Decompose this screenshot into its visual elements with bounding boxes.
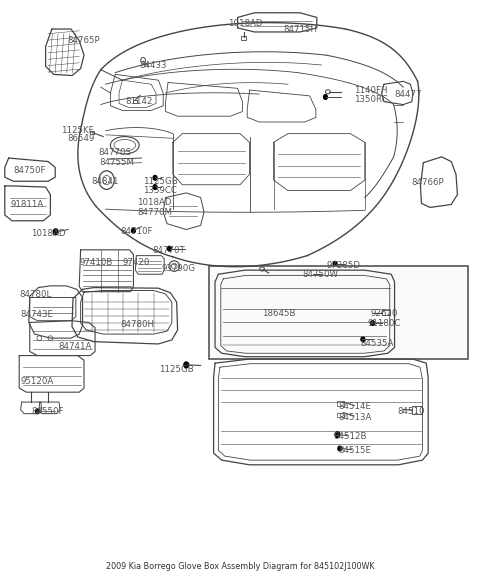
Text: 84841: 84841 (91, 177, 119, 186)
Text: 84743E: 84743E (20, 310, 53, 320)
Text: 1125GB: 1125GB (143, 177, 178, 186)
Text: 91811A: 91811A (11, 200, 44, 209)
Circle shape (132, 228, 135, 233)
Text: 84780H: 84780H (121, 320, 155, 329)
Text: 84766P: 84766P (412, 178, 444, 187)
Bar (412, 406, 422, 414)
Circle shape (153, 175, 157, 180)
Text: 1350RC: 1350RC (354, 95, 388, 104)
Circle shape (168, 246, 171, 251)
Text: 91180C: 91180C (367, 318, 401, 328)
Text: 1018AD: 1018AD (31, 229, 65, 238)
Text: 97410B: 97410B (79, 257, 113, 267)
Circle shape (361, 337, 365, 342)
Text: 84780L: 84780L (19, 290, 51, 299)
Text: 86549: 86549 (67, 134, 95, 143)
Circle shape (371, 321, 374, 325)
Text: 1339CC: 1339CC (144, 186, 177, 195)
Circle shape (53, 229, 58, 235)
Text: 18645B: 18645B (262, 309, 295, 318)
Text: 1125GB: 1125GB (159, 365, 194, 374)
Text: 84535A: 84535A (360, 339, 394, 349)
Text: 1140FH: 1140FH (354, 85, 388, 95)
Text: 84513A: 84513A (338, 413, 372, 422)
Bar (241, 36, 246, 40)
Bar (133, 100, 137, 103)
FancyBboxPatch shape (209, 266, 468, 359)
Text: 92620: 92620 (370, 309, 398, 318)
Bar (90, 131, 94, 134)
Text: 84515E: 84515E (339, 446, 372, 456)
Circle shape (333, 261, 337, 266)
Text: 84510: 84510 (397, 407, 425, 417)
Text: 95120A: 95120A (20, 376, 54, 386)
Circle shape (153, 185, 157, 189)
Text: 1018AD: 1018AD (228, 19, 262, 28)
Circle shape (310, 272, 314, 277)
Text: 84477: 84477 (395, 90, 422, 99)
Text: 84550F: 84550F (32, 407, 64, 416)
Bar (337, 401, 344, 406)
Text: 1125KF: 1125KF (61, 125, 94, 135)
Circle shape (335, 432, 340, 437)
Text: 84433: 84433 (139, 61, 167, 70)
Circle shape (184, 362, 189, 368)
Text: 84750W: 84750W (303, 270, 339, 279)
Text: 84770M: 84770M (137, 207, 172, 217)
Text: 84512B: 84512B (334, 432, 367, 442)
Text: 84770S: 84770S (99, 148, 132, 157)
Text: 84765P: 84765P (68, 36, 100, 45)
Text: 84750F: 84750F (13, 166, 46, 175)
Text: 84715H: 84715H (283, 24, 317, 34)
Bar (382, 310, 390, 315)
Text: 81142: 81142 (125, 97, 153, 106)
Circle shape (324, 95, 327, 99)
Bar (337, 413, 344, 417)
Text: 84710F: 84710F (120, 227, 153, 236)
Text: 84755M: 84755M (100, 157, 134, 167)
Circle shape (338, 446, 342, 451)
Text: 97285D: 97285D (327, 261, 360, 270)
Circle shape (36, 409, 39, 414)
Text: 1018AD: 1018AD (137, 198, 172, 207)
Text: 84741A: 84741A (59, 342, 92, 351)
Text: 97420: 97420 (122, 257, 150, 267)
Text: 84514E: 84514E (339, 402, 372, 411)
Text: 2009 Kia Borrego Glove Box Assembly Diagram for 845102J100WK: 2009 Kia Borrego Glove Box Assembly Diag… (106, 562, 374, 571)
Text: 84770T: 84770T (153, 246, 185, 256)
Text: 93790G: 93790G (162, 264, 195, 273)
